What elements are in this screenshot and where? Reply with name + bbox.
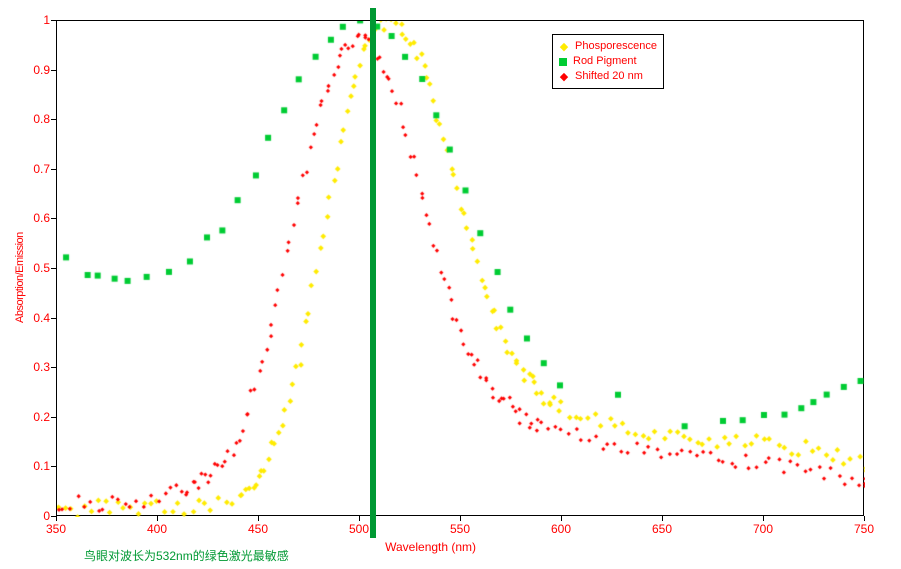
y-tick-label: 0.6 (26, 211, 50, 225)
y-tick-label: 0.9 (26, 63, 50, 77)
plot-area (56, 20, 864, 516)
x-tick-mark (864, 516, 865, 521)
legend-item: ◆ Shifted 20 nm (559, 69, 657, 84)
y-tick-label: 0.1 (26, 459, 50, 473)
y-tick-mark (51, 318, 56, 319)
x-tick-label: 750 (854, 522, 874, 536)
scatter-canvas (57, 21, 865, 517)
legend-label: Shifted 20 nm (575, 69, 643, 84)
y-tick-label: 1 (26, 13, 50, 27)
x-tick-label: 400 (147, 522, 167, 536)
x-tick-label: 350 (46, 522, 66, 536)
legend-marker-icon: ◆ (559, 72, 569, 82)
x-tick-label: 700 (753, 522, 773, 536)
legend-item: ◆ Phosporescence (559, 39, 657, 54)
legend-item: Rod Pigment (559, 54, 657, 69)
y-tick-label: 0.5 (26, 261, 50, 275)
y-tick-mark (51, 417, 56, 418)
x-tick-mark (56, 516, 57, 521)
x-axis-label: Wavelength (nm) (385, 540, 476, 554)
x-tick-label: 550 (450, 522, 470, 536)
chart-container: Absorption/Emission Wavelength (nm) 鸟眼对波… (0, 0, 901, 569)
x-tick-mark (258, 516, 259, 521)
y-tick-mark (51, 218, 56, 219)
y-tick-label: 0.7 (26, 162, 50, 176)
y-tick-mark (51, 367, 56, 368)
y-axis-label: Absorption/Emission (14, 232, 26, 323)
x-tick-mark (157, 516, 158, 521)
x-tick-mark (359, 516, 360, 521)
legend: ◆ PhosporescenceRod Pigment ◆ Shifted 20 nm (552, 34, 664, 89)
annotation-text: 鸟眼对波长为532nm的绿色激光最敏感 (84, 547, 289, 564)
y-tick-label: 0.4 (26, 311, 50, 325)
x-tick-mark (662, 516, 663, 521)
y-tick-label: 0 (26, 509, 50, 523)
y-tick-mark (51, 119, 56, 120)
x-tick-label: 650 (652, 522, 672, 536)
x-tick-label: 500 (349, 522, 369, 536)
y-tick-mark (51, 466, 56, 467)
y-tick-mark (51, 516, 56, 517)
legend-label: Rod Pigment (573, 54, 637, 69)
legend-label: Phosporescence (575, 39, 657, 54)
y-tick-mark (51, 20, 56, 21)
y-tick-mark (51, 169, 56, 170)
x-tick-mark (561, 516, 562, 521)
y-tick-label: 0.8 (26, 112, 50, 126)
legend-marker-icon: ◆ (559, 42, 569, 52)
y-tick-mark (51, 268, 56, 269)
x-tick-mark (460, 516, 461, 521)
legend-marker-icon (559, 58, 567, 66)
y-tick-label: 0.3 (26, 360, 50, 374)
y-tick-mark (51, 70, 56, 71)
x-tick-mark (763, 516, 764, 521)
y-tick-label: 0.2 (26, 410, 50, 424)
vertical-reference-line (370, 8, 376, 538)
x-tick-label: 450 (248, 522, 268, 536)
x-tick-label: 600 (551, 522, 571, 536)
